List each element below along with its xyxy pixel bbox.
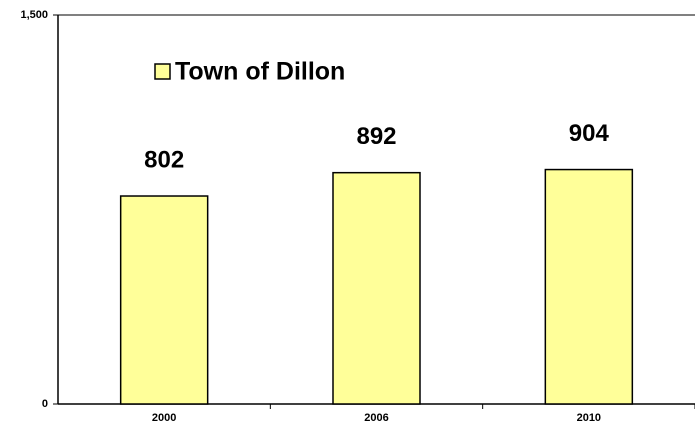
- legend-label: Town of Dillon: [175, 58, 345, 86]
- y-tick-label: 1,500: [20, 9, 48, 21]
- legend-swatch: [154, 63, 171, 80]
- x-tick-label: 2010: [577, 412, 601, 424]
- bar: [332, 171, 421, 405]
- x-tick-label: 2006: [364, 412, 388, 424]
- x-tick-label: 2000: [152, 412, 176, 424]
- data-label: 802: [144, 146, 184, 173]
- bar: [544, 168, 634, 405]
- bar: [119, 195, 209, 405]
- data-label: 904: [569, 120, 610, 147]
- data-label: 892: [356, 123, 396, 150]
- y-tick-label: 0: [42, 398, 48, 410]
